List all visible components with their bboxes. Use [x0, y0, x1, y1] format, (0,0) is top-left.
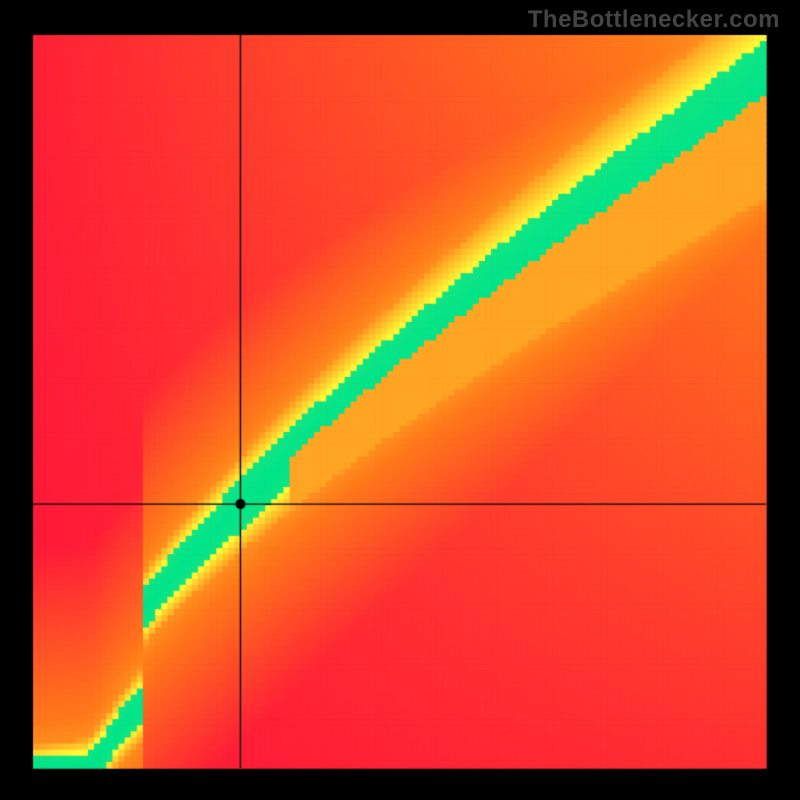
watermark-text: TheBottlenecker.com — [528, 6, 780, 34]
chart-frame: TheBottlenecker.com — [0, 0, 800, 800]
bottleneck-heatmap-canvas — [0, 0, 800, 800]
